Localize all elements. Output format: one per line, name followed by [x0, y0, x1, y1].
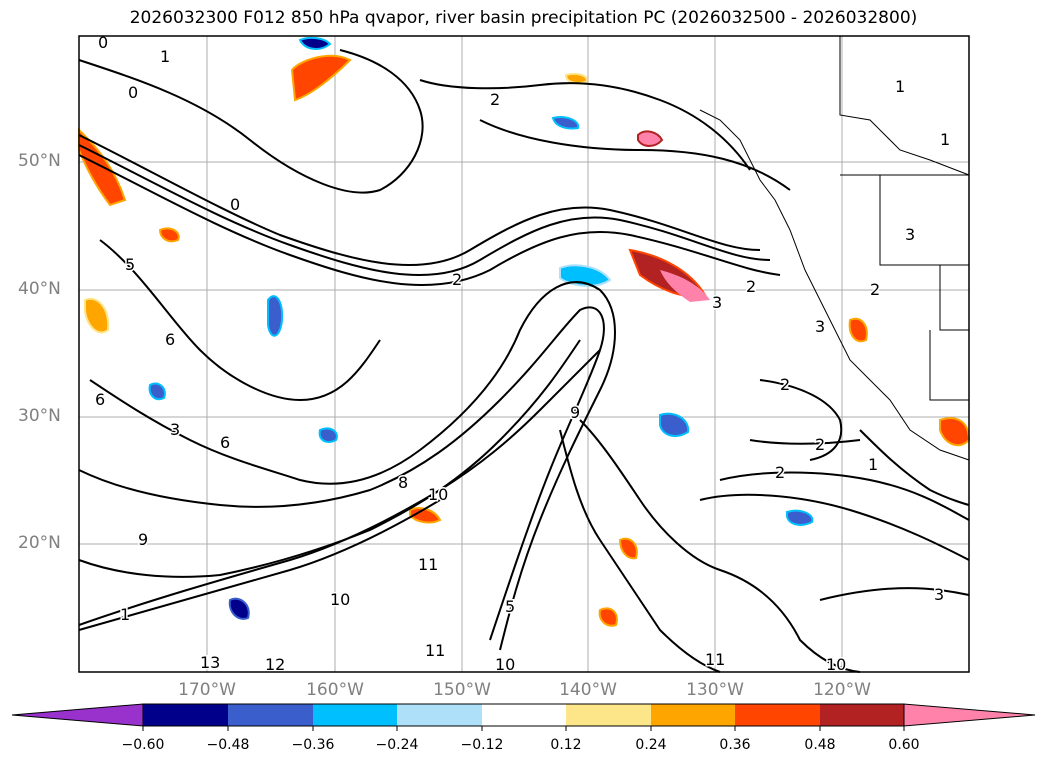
contour-label: 2 — [746, 277, 756, 296]
colorbar-tick: −0.24 — [375, 737, 419, 753]
contour-label: 6 — [165, 330, 175, 349]
contour-label: 9 — [570, 403, 580, 422]
lon-label-140w: 140°W — [559, 680, 617, 700]
contour-label: 10 — [428, 485, 448, 504]
contour-label: 11 — [705, 650, 725, 669]
lat-label-50n: 50°N — [18, 151, 61, 171]
contour-label: 11 — [418, 555, 438, 574]
colorbar-tick: −0.12 — [460, 737, 504, 753]
contour-label: 1 — [160, 47, 170, 66]
contour-label: 0 — [128, 83, 138, 102]
contour-label: 10 — [330, 590, 350, 609]
contour-label: 1 — [868, 455, 878, 474]
contour-label: 3 — [170, 420, 180, 439]
precip-anomaly-shading — [78, 36, 971, 627]
colorbar-tick: 0.12 — [550, 737, 582, 753]
lat-label-30n: 30°N — [18, 406, 61, 426]
contour-label: 5 — [505, 597, 515, 616]
contour-label: 5 — [125, 255, 135, 274]
contour-label: 1 — [895, 77, 905, 96]
lon-label-170w: 170°W — [178, 680, 236, 700]
colorbar-tick: −0.36 — [291, 737, 335, 753]
map-title: 2026032300 F012 850 hPa qvapor, river ba… — [129, 8, 918, 28]
colorbar — [11, 703, 1036, 731]
colorbar-tick: 0.48 — [804, 737, 836, 753]
contour-label: 10 — [495, 655, 515, 674]
contour-label: 2 — [775, 463, 785, 482]
graticule — [79, 36, 969, 672]
coastlines — [699, 36, 970, 461]
contour-label: 2 — [780, 375, 790, 394]
colorbar-tick: 0.36 — [719, 737, 751, 753]
contour-label: 0 — [230, 195, 240, 214]
contour-label-layer: 0 1 0 2 1 1 0 5 6 6 3 6 8 10 9 2 2 2 2 2… — [94, 32, 952, 676]
contour-label: 8 — [398, 473, 408, 492]
contour-label: 12 — [265, 655, 285, 674]
lon-label-130w: 130°W — [686, 680, 744, 700]
contour-label: 2 — [452, 270, 462, 289]
lat-label-20n: 20°N — [18, 533, 61, 553]
colorbar-tick: 0.24 — [635, 737, 667, 753]
contour-label: 2 — [490, 90, 500, 109]
contour-label: 10 — [826, 655, 846, 674]
contour-label: 11 — [425, 641, 445, 660]
contour-label: 3 — [815, 317, 825, 336]
contour-label: 0 — [98, 33, 108, 52]
colorbar-tick: −0.48 — [206, 737, 250, 753]
contour-label: 2 — [870, 280, 880, 299]
contour-label: 9 — [138, 530, 148, 549]
contour-label: 3 — [905, 225, 915, 244]
contour-label: 3 — [934, 585, 944, 604]
contour-label: 13 — [200, 653, 220, 672]
lon-label-120w: 120°W — [813, 680, 871, 700]
contour-label: 6 — [95, 390, 105, 409]
contour-label: 2 — [815, 435, 825, 454]
map-plot-area: 0 1 0 2 1 1 0 5 6 6 3 6 8 10 9 2 2 2 2 2… — [78, 32, 971, 676]
lon-label-160w: 160°W — [306, 680, 364, 700]
lat-label-40n: 40°N — [18, 279, 61, 299]
contour-label: 1 — [940, 130, 950, 149]
colorbar-tick: −0.60 — [121, 737, 165, 753]
lon-label-150w: 150°W — [433, 680, 491, 700]
colorbar-tick: 0.60 — [888, 737, 920, 753]
contour-label: 6 — [220, 433, 230, 452]
contour-label: 3 — [712, 293, 722, 312]
qvapor-contours — [78, 49, 970, 673]
contour-label: 1 — [120, 605, 130, 624]
